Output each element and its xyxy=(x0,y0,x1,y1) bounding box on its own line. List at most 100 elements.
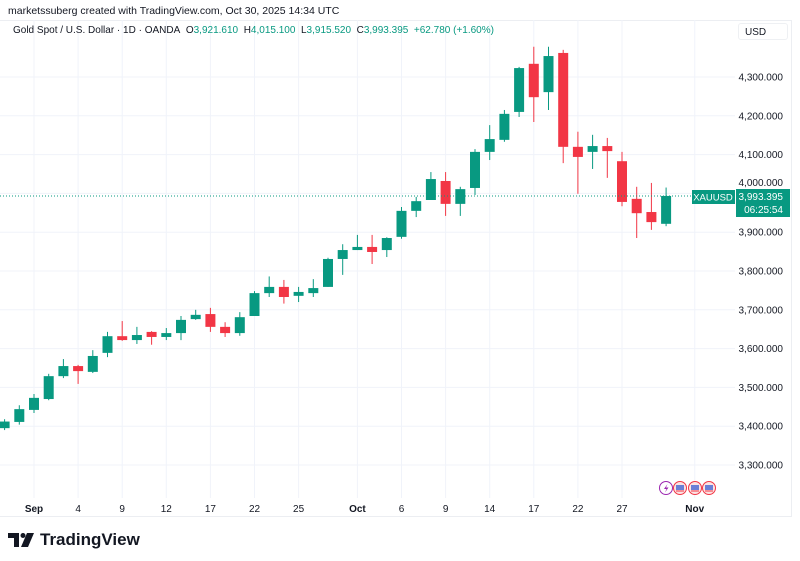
x-tick-label: 22 xyxy=(572,504,584,515)
chart-frame xyxy=(0,20,792,517)
candle xyxy=(602,137,613,178)
x-tick-label: 17 xyxy=(528,504,540,515)
candle-body xyxy=(396,210,407,237)
high-label: H xyxy=(243,25,251,36)
candle xyxy=(0,419,10,431)
high-value: 4,015.100 xyxy=(250,25,296,36)
candle-body xyxy=(102,336,113,353)
candle xyxy=(131,326,142,344)
candle-body xyxy=(308,288,319,294)
candle xyxy=(631,186,642,239)
lightning-icon[interactable] xyxy=(659,481,673,495)
candle xyxy=(440,172,451,216)
candle-body xyxy=(661,195,672,224)
x-tick-label: 17 xyxy=(205,504,217,515)
candle-body xyxy=(367,246,378,252)
candle xyxy=(661,187,672,227)
bar-countdown: 06:25:54 xyxy=(744,205,783,216)
candle-body xyxy=(337,250,348,259)
candle xyxy=(146,331,157,345)
candle xyxy=(514,66,525,117)
us-flag-icon[interactable] xyxy=(673,481,687,495)
x-tick-label: 22 xyxy=(249,504,261,515)
candles xyxy=(0,46,672,431)
candle-body xyxy=(572,146,583,157)
time-axis: Sep 4 9 12 17 22 25 Oct 6 9 14 17 22 27 Nov xyxy=(25,504,705,515)
candle xyxy=(470,149,480,195)
candle xyxy=(587,134,598,169)
candle xyxy=(543,46,554,110)
last-price-marker: XAUUSD 3,993.395 06:25:54 xyxy=(692,189,790,217)
low-value: 3,915.520 xyxy=(306,25,352,36)
candle xyxy=(176,316,186,341)
ticker-tag xyxy=(692,190,735,204)
tradingview-logo: TradingView xyxy=(8,530,140,550)
candle xyxy=(205,307,216,332)
candle-body xyxy=(58,366,69,377)
price-axis: 3,300.000 3,400.000 3,500.000 3,600.000 3,70… xyxy=(739,73,784,472)
candle xyxy=(455,186,466,216)
candle-body xyxy=(0,421,10,429)
candle-body xyxy=(14,409,25,422)
candle xyxy=(102,331,113,358)
candle xyxy=(293,286,304,303)
candle xyxy=(278,279,289,304)
candle-body xyxy=(617,161,627,202)
candle-body xyxy=(176,319,186,334)
candle xyxy=(29,393,39,414)
candle-body xyxy=(587,146,598,152)
x-tick-label: 27 xyxy=(616,504,628,515)
candle xyxy=(264,276,275,297)
candle xyxy=(499,109,510,142)
event-icons[interactable] xyxy=(659,481,716,495)
x-tick-label: 9 xyxy=(443,504,449,515)
candle xyxy=(572,131,583,194)
open-label: O xyxy=(185,25,194,36)
candle-body xyxy=(117,336,128,341)
candle-body xyxy=(514,68,525,112)
last-price-value: 3,993.395 xyxy=(739,192,784,203)
candle-body xyxy=(29,397,39,410)
x-tick-label: Sep xyxy=(25,504,43,515)
currency-button[interactable]: USD xyxy=(738,23,788,40)
chart-credit: marketssuberg created with TradingView.c… xyxy=(8,5,340,17)
candle xyxy=(161,328,172,341)
candle-body xyxy=(631,198,642,214)
candle xyxy=(14,405,25,425)
x-tick-label: 14 xyxy=(484,504,496,515)
price-tag xyxy=(736,189,790,217)
candle-body xyxy=(528,63,539,98)
candle-body xyxy=(543,56,554,93)
candle xyxy=(87,350,98,374)
candle xyxy=(558,49,569,164)
close-value: 3,993.395 xyxy=(363,25,409,36)
x-tick-label: 12 xyxy=(161,504,173,515)
candle-body xyxy=(190,314,201,320)
ticker-label: XAUUSD xyxy=(693,193,733,204)
candle-body xyxy=(278,286,289,297)
candle-body xyxy=(87,355,98,372)
candle xyxy=(381,237,392,258)
candle-body xyxy=(352,246,363,251)
y-tick-label: 3,800.000 xyxy=(739,267,784,278)
candle-body xyxy=(499,113,510,140)
y-tick-label: 4,200.000 xyxy=(739,111,784,122)
candle-body xyxy=(146,331,157,337)
candle-body xyxy=(220,326,231,334)
candle-body xyxy=(73,366,84,372)
candle-body xyxy=(455,189,466,204)
us-flag-icon[interactable] xyxy=(702,481,716,495)
candle xyxy=(323,257,333,287)
candle xyxy=(43,373,54,401)
open-value: 3,921.610 xyxy=(193,25,239,36)
candle xyxy=(220,322,231,337)
candle-body xyxy=(234,317,245,334)
brand-name: TradingView xyxy=(40,530,140,549)
candle xyxy=(352,234,363,251)
us-flag-icon[interactable] xyxy=(688,481,702,495)
y-tick-label: 3,700.000 xyxy=(739,305,784,316)
candle-body xyxy=(131,335,142,341)
candle xyxy=(190,309,201,320)
candle-body xyxy=(249,293,260,317)
